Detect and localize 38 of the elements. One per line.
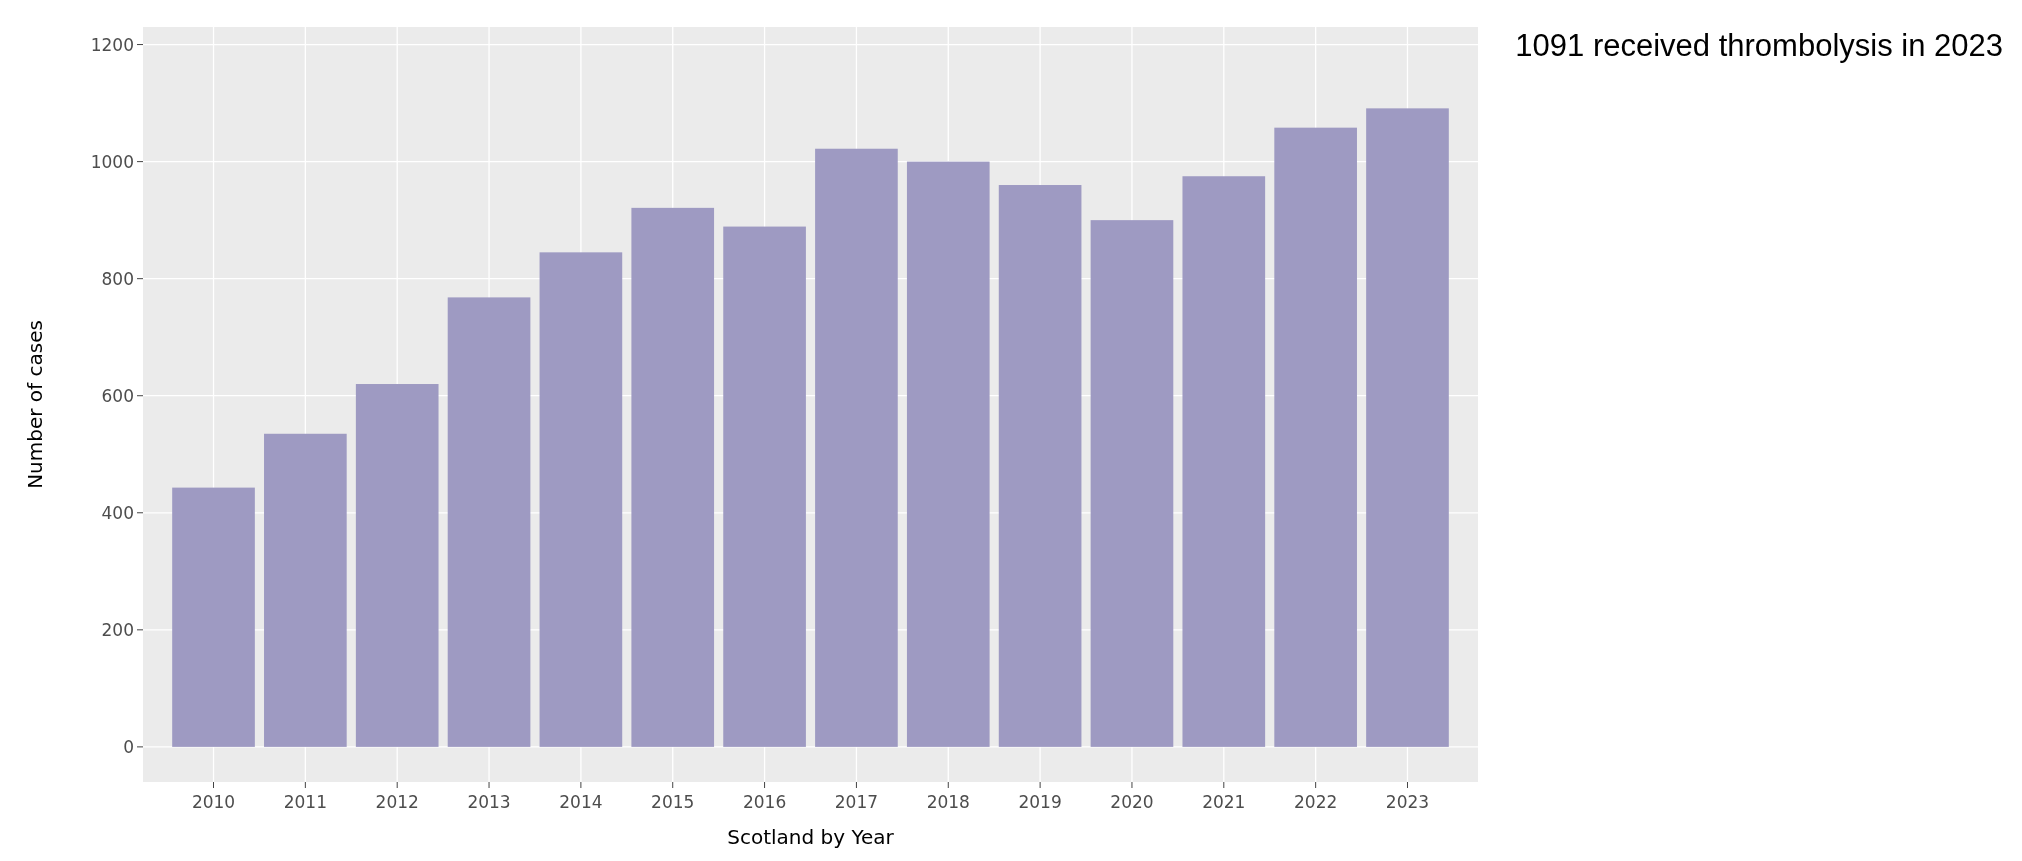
- x-tick-label: 2019: [1018, 792, 1062, 812]
- x-tick-label: 2013: [467, 792, 511, 812]
- x-tick-label: 2017: [834, 792, 879, 812]
- bar: [1182, 176, 1266, 747]
- bar: [264, 433, 347, 747]
- bar: [906, 161, 990, 747]
- y-tick-label: 1000: [90, 151, 134, 172]
- y-tick-label: 0: [123, 736, 134, 757]
- bar: [1090, 220, 1174, 747]
- bar: [723, 226, 806, 747]
- bar: [815, 148, 898, 747]
- bar: [447, 297, 531, 747]
- y-tick-label: 1200: [90, 34, 134, 55]
- bar: [1274, 127, 1357, 747]
- bar: [1366, 108, 1449, 747]
- x-axis-title: Scotland by Year: [727, 825, 895, 849]
- x-tick-label: 2018: [926, 792, 970, 812]
- y-tick-label: 200: [101, 619, 134, 640]
- x-tick-label: 2015: [651, 792, 695, 812]
- text: 1091 received thrombolysis in 2023: [1515, 28, 2003, 63]
- x-tick-label: 2010: [191, 792, 236, 812]
- x-tick-label: 2012: [375, 792, 419, 812]
- x-tick-label: 2023: [1385, 792, 1430, 812]
- x-tick-label: 2021: [1202, 792, 1246, 812]
- x-tick-label: 2020: [1110, 792, 1154, 812]
- x-tick-label: 2014: [559, 792, 603, 812]
- bar: [998, 185, 1082, 747]
- x-tick-label: 2016: [742, 792, 787, 812]
- x-tick-label: 2011: [283, 792, 327, 812]
- y-axis-title: Number of cases: [23, 320, 47, 489]
- bar: [539, 252, 623, 747]
- y-tick-label: 600: [101, 385, 134, 406]
- x-tick-label: 2022: [1294, 792, 1338, 812]
- y-tick-label: 400: [101, 502, 134, 523]
- bar: [355, 384, 439, 747]
- bar: [172, 487, 255, 747]
- bar: [631, 207, 715, 747]
- y-tick-label: 800: [101, 268, 134, 289]
